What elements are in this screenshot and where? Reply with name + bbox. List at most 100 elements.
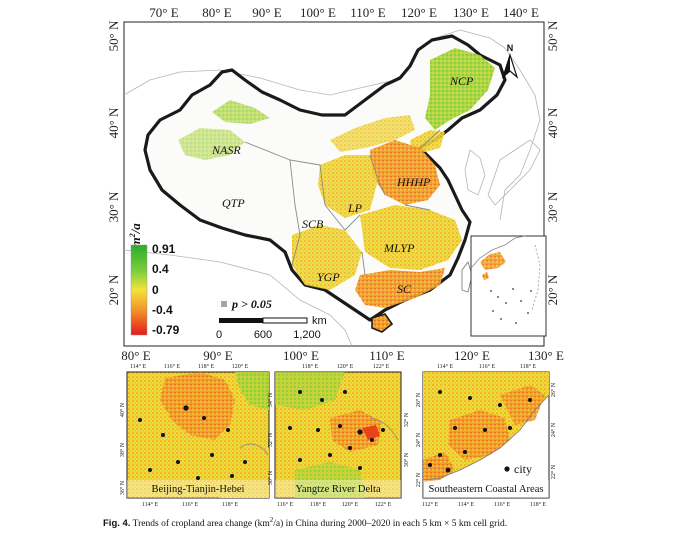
inset-1-top-0: 114° E [130, 363, 147, 370]
inset-1-top-1: 116° E [164, 363, 181, 370]
inset-3-left-1: 24° N [415, 432, 422, 447]
inset-2-right-1: 30° N [403, 452, 410, 467]
inset-yangtze-river-delta: Yangtze River Delta 118° E 120° E 122° E… [267, 363, 410, 508]
inset-3-right-1: 24° N [550, 422, 557, 437]
bottom-lon-2: 100° E [283, 348, 319, 363]
inset-1-bottom-0: 114° E [142, 501, 159, 508]
inset-2-bottom-2: 120° E [342, 501, 359, 508]
city-legend-label: city [514, 462, 532, 476]
northeast-cropland [425, 48, 495, 130]
top-lon-7: 140° E [503, 5, 539, 20]
scalebar-unit: km [312, 315, 327, 327]
inset-1-label: Beijing-Tianjin-Hebei [152, 484, 245, 495]
taiwan-outline [461, 261, 473, 293]
region-ncp: NCP [449, 74, 474, 88]
inset-beijing-tianjin-hebei: Beijing-Tianjin-Hebei 114° E 116° E 118°… [119, 363, 270, 508]
legend-colour-bar [130, 244, 148, 336]
top-lon-4: 110° E [350, 5, 385, 20]
inset-2-bottom-3: 122° E [375, 501, 392, 508]
right-lat-0: 50° N [545, 20, 560, 51]
inset-3-bottom-1: 114° E [458, 501, 475, 508]
top-lon-2: 90° E [252, 5, 281, 20]
figure-label: Fig. 4. [103, 518, 131, 530]
legend-value-3: -0.4 [152, 303, 173, 317]
south-china-sea-inset [470, 235, 547, 337]
scalebar-tick-1: 600 [254, 329, 272, 341]
inset-1-left-0: 40° N [119, 402, 126, 417]
figure-caption: Fig. 4. Trends of cropland area change (… [103, 516, 663, 529]
city-legend-dot [504, 466, 510, 472]
inset-2-top-1: 120° E [337, 363, 354, 370]
inset-2-bottom-1: 118° E [310, 501, 327, 508]
region-scb: SCB [302, 217, 324, 231]
inset-3-top-2: 118° E [520, 363, 537, 370]
inset-2-bottom-0: 116° E [277, 501, 294, 508]
inset-2-left-0: 34° N [267, 392, 274, 407]
inset-2-left-1: 32° N [267, 432, 274, 447]
bottom-lon-4: 120° E [454, 348, 490, 363]
legend-value-4: -0.79 [152, 323, 180, 337]
left-lat-0: 50° N [106, 20, 121, 51]
inset-3-left-2: 22° N [415, 472, 422, 487]
japan-outline [487, 139, 541, 206]
region-ygp: YGP [317, 270, 340, 284]
neighbor-outline-east [499, 47, 541, 221]
inset-1-top-2: 118° E [198, 363, 215, 370]
region-lp: LP [347, 201, 363, 215]
inset-3-label: Southeastern Coastal Areas [429, 484, 544, 495]
inset-2-top-2: 122° E [373, 363, 390, 370]
north-arrow-icon: N [501, 43, 519, 79]
left-lat-2: 30° N [106, 191, 121, 222]
region-sc: SC [397, 282, 412, 296]
bottom-lon-3: 110° E [369, 348, 404, 363]
inner-mongolia-cropland [330, 115, 415, 152]
left-lat-3: 20° N [106, 274, 121, 305]
bottom-lon-0: 80° E [121, 348, 150, 363]
inset-1-left-1: 38° N [119, 442, 126, 457]
top-lon-1: 80° E [202, 5, 231, 20]
colour-legend: km2/a 0.91 0.4 0 -0.4 -0.79 p > 0.05 [128, 223, 272, 337]
city-markers [138, 405, 247, 480]
inset-2-left-2: 30° N [267, 470, 274, 485]
inset-1-bottom-1: 116° E [182, 501, 199, 508]
scalebar-tick-2: 1,200 [293, 329, 321, 341]
top-lon-3: 100° E [300, 5, 336, 20]
city-markers-2 [288, 390, 385, 470]
inset-3-right-2: 22° N [550, 464, 557, 479]
inset-3-top-1: 116° E [479, 363, 496, 370]
top-lon-0: 70° E [149, 5, 178, 20]
region-hhhp: HHHP [396, 175, 431, 189]
southeast-asia-outline [123, 249, 353, 347]
inset-southeastern-coastal-areas: city Southeastern Coastal Areas 114° E 1… [415, 363, 557, 508]
inset-2-label: Yangtze River Delta [295, 484, 381, 495]
right-lat-3: 20° N [545, 274, 560, 305]
inset-3-bottom-0: 112° E [422, 501, 439, 508]
scalebar-tick-0: 0 [216, 329, 222, 341]
top-lon-6: 130° E [453, 5, 489, 20]
northwest-cropland [178, 128, 245, 160]
caption-text-a: Trends of cropland area change (km [132, 519, 270, 530]
region-mlyp: MLYP [383, 241, 415, 255]
neighbor-outline [123, 29, 506, 96]
region-boundaries [244, 129, 441, 276]
xinjiang-strip [212, 100, 270, 124]
caption-sup: 2 [269, 516, 274, 524]
south-coast-cropland [355, 268, 445, 308]
inset-1-top-3: 120° E [232, 363, 249, 370]
north-china-cropland [370, 140, 440, 205]
region-nasr: NASR [211, 143, 241, 157]
left-lat-1: 40° N [106, 107, 121, 138]
yangtze-cropland [360, 205, 462, 270]
inset-2-right-0: 32° N [403, 412, 410, 427]
korea-outline [464, 149, 486, 196]
inset-1-left-2: 36° N [119, 480, 126, 495]
legend-value-1: 0.4 [152, 262, 169, 276]
region-qtp: QTP [222, 196, 245, 210]
city-markers-3 [428, 390, 532, 473]
pvalue-swatch [221, 301, 227, 307]
top-lon-5: 120° E [401, 5, 437, 20]
caption-text-b: /a) in China during 2000–2020 in each 5 … [273, 519, 508, 530]
inset-3-bottom-3: 118° E [530, 501, 547, 508]
inset-1-bottom-2: 118° E [222, 501, 239, 508]
